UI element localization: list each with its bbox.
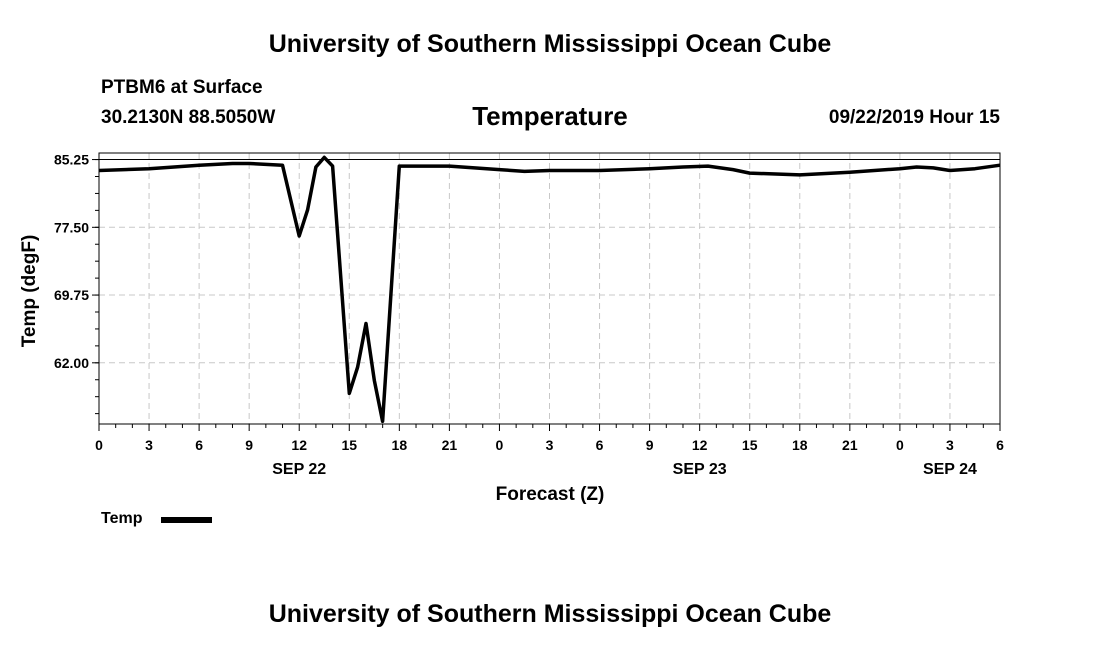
x-tick-label: 12 <box>692 437 708 453</box>
x-date-label: SEP 22 <box>272 461 326 478</box>
station-name: PTBM6 at Surface <box>101 77 263 98</box>
legend-label: Temp <box>101 510 143 527</box>
x-tick-label: 6 <box>195 437 203 453</box>
header-title: University of Southern Mississippi Ocean… <box>268 30 832 58</box>
x-tick-label: 3 <box>546 437 554 453</box>
footer-title: University of Southern Mississippi Ocean… <box>268 600 832 628</box>
grid-lines <box>99 153 1000 424</box>
x-tick-label: 15 <box>341 437 357 453</box>
y-tick-label: 69.75 <box>54 287 89 303</box>
x-tick-label: 12 <box>291 437 307 453</box>
x-tick-label: 21 <box>442 437 458 453</box>
x-tick-label: 3 <box>946 437 954 453</box>
x-tick-label: 15 <box>742 437 758 453</box>
x-tick-label: 6 <box>996 437 1004 453</box>
chart-title: Temperature <box>472 101 628 131</box>
x-date-label: SEP 24 <box>923 461 977 478</box>
forecast-timestamp: 09/22/2019 Hour 15 <box>828 107 1000 128</box>
x-tick-label: 9 <box>646 437 654 453</box>
axes: 0 3 6 9 12 15 18 21 0 3 6 9 12 15 18 21 0 3 6 SEP 22 SEP 23 S… <box>54 152 1004 478</box>
x-date-label: SEP 23 <box>673 461 727 478</box>
x-tick-label: 0 <box>896 437 904 453</box>
x-tick-label: 0 <box>496 437 504 453</box>
y-tick-label: 62.00 <box>54 355 89 371</box>
x-tick-label: 18 <box>792 437 808 453</box>
x-tick-label: 0 <box>95 437 103 453</box>
x-tick-label: 21 <box>842 437 858 453</box>
series-line-temp <box>98 155 1001 424</box>
station-coordinates: 30.2130N 88.5050W <box>101 107 276 128</box>
y-tick-label: 85.25 <box>54 152 89 168</box>
x-tick-label: 6 <box>596 437 604 453</box>
x-tick-label: 3 <box>145 437 153 453</box>
y-tick-label: 77.50 <box>54 219 89 235</box>
plot-frame <box>98 152 1001 425</box>
x-axis-label: Forecast (Z) <box>496 484 605 505</box>
series-layer <box>98 155 1001 424</box>
legend-swatch <box>161 517 212 523</box>
x-tick-label: 9 <box>245 437 253 453</box>
y-axis-label: Temp (degF) <box>19 235 40 348</box>
x-tick-label: 18 <box>392 437 408 453</box>
